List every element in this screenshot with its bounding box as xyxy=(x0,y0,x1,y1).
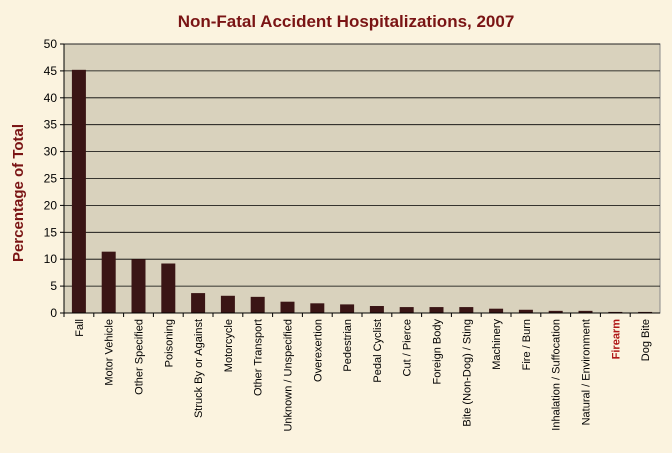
chart-title: Non-Fatal Accident Hospitalizations, 200… xyxy=(178,12,515,31)
bar xyxy=(608,311,623,313)
x-tick-label: Foreign Body xyxy=(432,319,444,385)
x-tick-label: Other Transport xyxy=(253,319,265,396)
bar xyxy=(638,311,653,313)
x-tick-label: Struck By or Against xyxy=(193,319,205,418)
x-tick-label: Bite (Non-Dog) / Sting xyxy=(461,319,473,427)
y-axis-label: Percentage of Total xyxy=(10,124,27,262)
x-tick-label: Dog Bite xyxy=(640,319,652,361)
y-tick-label: 30 xyxy=(44,145,58,159)
x-tick-label: Firearm xyxy=(610,319,622,360)
bar xyxy=(191,293,206,313)
bar xyxy=(369,306,384,313)
y-tick-label: 0 xyxy=(50,306,57,320)
bar xyxy=(71,69,86,313)
bar xyxy=(459,307,474,313)
plot-area: 0 5 10 15 20 25 30 35 40 45 50 Fall Motor Vehicle Oth… xyxy=(44,37,661,432)
bar xyxy=(131,259,146,313)
x-tick-label: Motor Vehicle xyxy=(104,319,116,386)
y-tick-label: 15 xyxy=(44,225,58,239)
bar xyxy=(429,307,444,313)
bar xyxy=(399,307,414,313)
x-tick-label: Fire / Burn xyxy=(521,319,533,370)
bar xyxy=(489,308,504,313)
bar xyxy=(340,304,355,313)
y-tick-label: 40 xyxy=(44,91,58,105)
y-tick-label: 25 xyxy=(44,172,58,186)
y-tick-label: 35 xyxy=(44,118,58,132)
y-tick-label: 45 xyxy=(44,64,58,78)
bar xyxy=(101,251,116,313)
y-tick-label: 5 xyxy=(50,279,57,293)
bar xyxy=(310,303,325,313)
y-tick-label: 50 xyxy=(44,37,58,51)
x-tick-label: Unknown / Unspecified xyxy=(283,319,295,432)
x-tick-label: Overexertion xyxy=(312,319,324,382)
bar xyxy=(250,296,265,313)
bar xyxy=(280,301,295,313)
y-tick-label: 10 xyxy=(44,252,58,266)
x-tick-label: Inhalation / Suffocation xyxy=(551,319,563,431)
y-tick-label: 20 xyxy=(44,198,58,212)
x-tick-label: Cut / Pierce xyxy=(402,319,414,376)
x-tick-label: Motorcycle xyxy=(223,319,235,372)
x-tick-label: Fall xyxy=(74,319,86,337)
x-tick-label: Pedestrian xyxy=(342,319,354,372)
x-tick-label: Other Specified xyxy=(134,319,146,395)
x-tick-label: Pedal Cyclist xyxy=(372,319,384,383)
x-tick-label: Natural / Environment xyxy=(581,319,593,425)
x-tick-label: Machinery xyxy=(491,319,503,370)
bar xyxy=(161,263,176,313)
bar xyxy=(220,295,235,313)
x-tick-label: Poisoning xyxy=(163,319,175,367)
bar xyxy=(548,310,563,313)
bar xyxy=(578,310,593,313)
bar xyxy=(518,309,533,313)
